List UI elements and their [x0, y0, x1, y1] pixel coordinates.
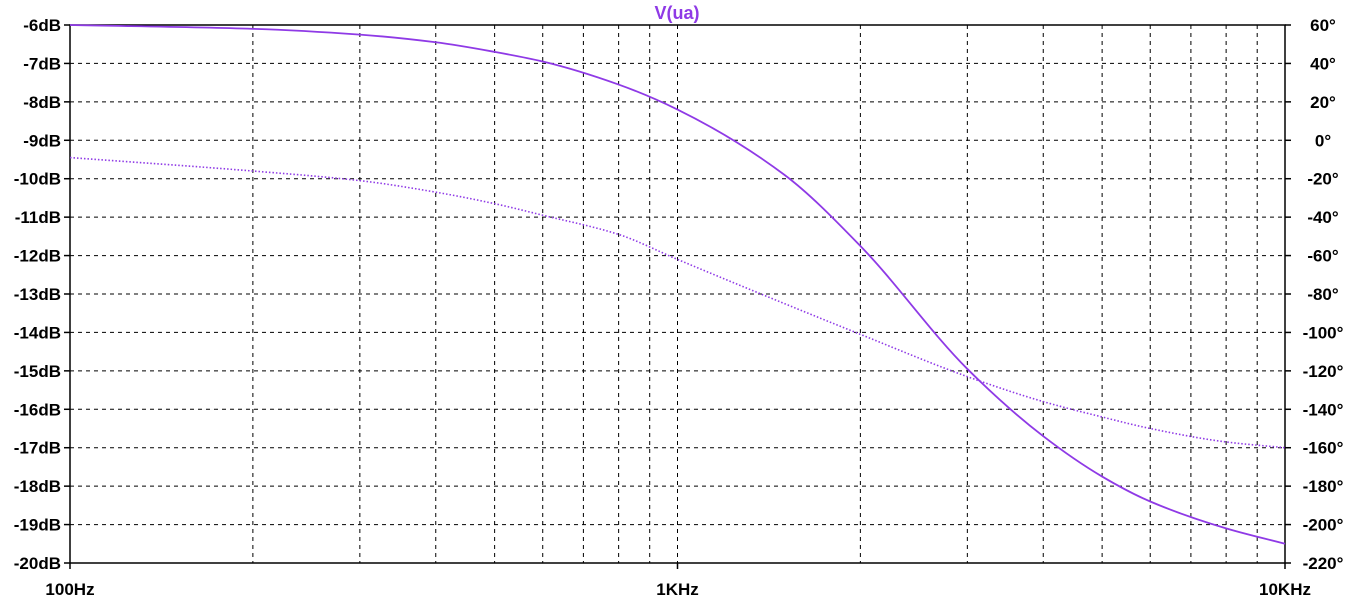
right-tick-label: -180° — [1303, 477, 1344, 496]
grid-layer — [70, 25, 1285, 563]
left-tick-label: -8dB — [23, 93, 61, 112]
left-tick-label: -16dB — [14, 400, 61, 419]
magnitude-trace — [69, 24, 1286, 545]
axis-labels: -6dB -7dB -8dB -9dB -10dB -11dB -12dB -13dB -14d… — [14, 16, 1344, 599]
right-tick-label: -60° — [1307, 247, 1339, 266]
right-tick-label: -100° — [1303, 323, 1344, 342]
left-tick-label: -6dB — [23, 16, 61, 35]
x-tick-label: 10KHz — [1259, 580, 1311, 599]
left-tick-label: -10dB — [14, 170, 61, 189]
left-tick-label: -19dB — [14, 516, 61, 535]
right-tick-label: -120° — [1303, 362, 1344, 381]
right-tick-label: 40° — [1310, 54, 1336, 73]
right-tick-label: 0° — [1315, 131, 1331, 150]
left-tick-label: -14dB — [14, 323, 61, 342]
right-tick-label: -80° — [1307, 285, 1339, 304]
right-tick-label: -40° — [1307, 208, 1339, 227]
traces — [69, 24, 1286, 545]
x-tick-label: 1KHz — [656, 580, 699, 599]
right-tick-label: 20° — [1310, 93, 1336, 112]
left-tick-label: -12dB — [14, 247, 61, 266]
left-tick-label: -20dB — [14, 554, 61, 573]
right-tick-label: 60° — [1310, 16, 1336, 35]
left-tick-label: -15dB — [14, 362, 61, 381]
right-tick-label: -20° — [1307, 170, 1339, 189]
left-tick-label: -13dB — [14, 285, 61, 304]
right-tick-label: -220° — [1303, 554, 1344, 573]
phase-trace — [69, 156, 1286, 449]
left-tick-label: -7dB — [23, 54, 61, 73]
left-tick-label: -17dB — [14, 439, 61, 458]
right-tick-label: -200° — [1303, 516, 1344, 535]
chart-title: V(ua) — [655, 3, 700, 23]
left-tick-label: -18dB — [14, 477, 61, 496]
right-tick-label: -140° — [1303, 400, 1344, 419]
left-tick-label: -11dB — [15, 208, 61, 227]
x-tick-label: 100Hz — [45, 580, 94, 599]
right-tick-label: -160° — [1303, 439, 1344, 458]
left-tick-label: -9dB — [23, 131, 61, 150]
